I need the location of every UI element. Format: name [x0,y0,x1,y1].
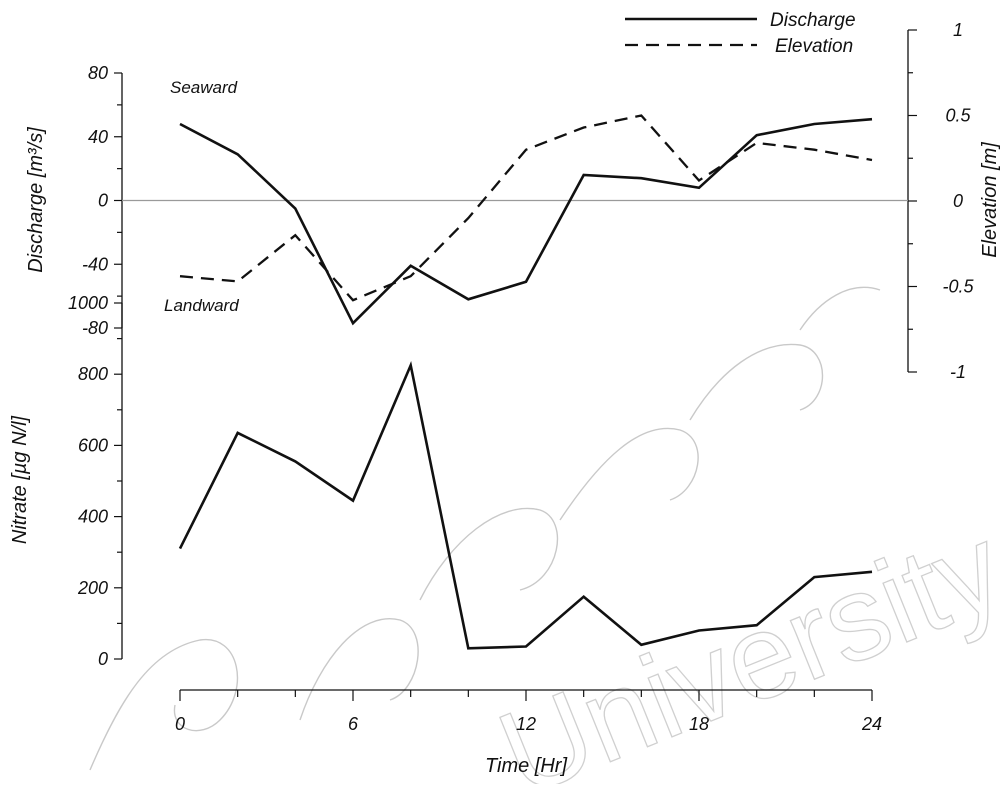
watermark-text: University [482,500,1001,784]
discharge-tick-label: 80 [88,63,108,83]
discharge-tick-label: 0 [98,191,108,211]
time-tick-label: 18 [689,714,709,734]
elevation-tick-label: 1 [953,20,963,40]
discharge-tick-label: 40 [88,127,108,147]
nitrate-tick-label: 400 [78,507,108,527]
nitrate-axis-title: Nitrate [µg N/l] [9,415,31,544]
time-tick-label: 0 [175,714,185,734]
time-tick-label: 6 [348,714,359,734]
elevation-axis-title: Elevation [m] [979,142,1001,258]
annotation-landward: Landward [164,296,239,315]
marks-layer [180,115,872,648]
nitrate-tick-label: 0 [98,649,108,669]
elevation-tick-label: 0.5 [945,106,971,126]
time-tick-label: 24 [861,714,882,734]
annotation-seaward: Seaward [170,78,238,97]
legend-label-elevation: Elevation [775,36,853,57]
legend: Discharge Elevation [625,10,856,57]
discharge-tick-label: -40 [82,254,108,274]
elevation-tick-label: 0 [953,191,963,211]
nitrate-tick-label: 600 [78,435,108,455]
discharge-tick-label: -80 [82,318,108,338]
watermark: University [90,287,1001,784]
elevation-tick-label: -0.5 [942,277,974,297]
discharge-axis-title: Discharge [m³/s] [25,127,47,273]
nitrate-tick-label: 200 [77,578,108,598]
elevation-series-line [180,116,872,301]
nitrate-tick-label: 800 [78,364,108,384]
legend-label-discharge: Discharge [770,10,856,31]
time-tick-label: 12 [516,714,536,734]
elevation-tick-label: -1 [950,362,966,382]
time-axis-title: Time [Hr] [485,755,567,777]
nitrate-tick-label: 1000 [68,293,108,313]
